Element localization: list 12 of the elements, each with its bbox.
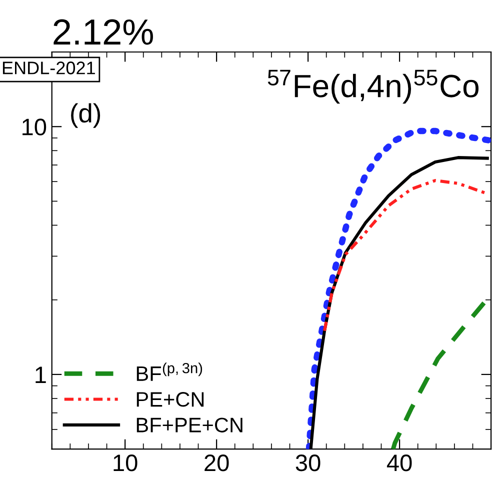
x-tick-label: 10 bbox=[114, 454, 138, 472]
text: $^{57}$Fe(d,4n)$^{55}$Co bbox=[268, 70, 479, 104]
x-tick-label: 30 bbox=[296, 454, 320, 472]
annotation: ENDL-2021 bbox=[2, 62, 95, 74]
legend-label: PE+CN bbox=[136, 392, 204, 407]
chart-title: 2.12% bbox=[54, 19, 153, 45]
annotation: (d) bbox=[71, 103, 100, 128]
x-tick-label: 40 bbox=[386, 454, 412, 472]
y-tick-label: 1 bbox=[36, 366, 46, 384]
x-tick-label: 20 bbox=[204, 454, 229, 472]
legend-label: BF$^{(p,3n)}$ bbox=[136, 362, 202, 381]
legend-label: BF+PE+CN bbox=[136, 418, 242, 432]
